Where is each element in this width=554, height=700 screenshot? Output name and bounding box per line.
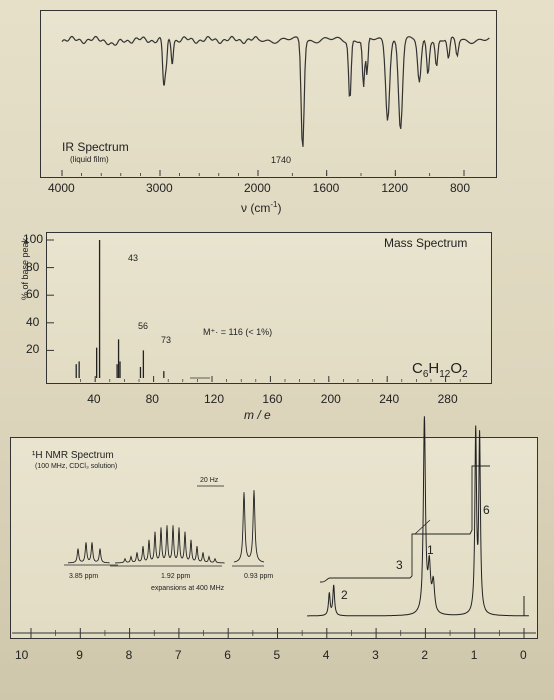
nmr-integral-1: 1 (427, 543, 434, 557)
nmr-x-tick-label: 0 (520, 648, 527, 662)
formula-o-count: 2 (462, 369, 468, 380)
ir-xlabel-close: ) (277, 201, 282, 215)
ms-x-tick-label: 200 (320, 392, 341, 406)
ms-title: Mass Spectrum (384, 236, 468, 250)
nmr-integral-6: 6 (483, 503, 490, 517)
ms-y-tick-label: 40 (26, 314, 40, 329)
nmr-x-tick-label: 10 (15, 648, 29, 662)
ir-spectrum-panel (40, 10, 497, 178)
ir-title: IR Spectrum (62, 140, 129, 154)
ms-peak-label-43: 43 (128, 253, 139, 263)
nmr-title: ¹H NMR Spectrum (32, 450, 114, 461)
nmr-subtitle: (100 MHz, CDCl₃ solution) (35, 463, 118, 470)
ir-transmittance-line (61, 35, 490, 147)
nmr-x-tick-label: 1 (470, 648, 478, 662)
ms-x-axis-label: m / e (244, 408, 271, 422)
nmr-scale-label: 20 Hz (200, 477, 219, 484)
ir-x-tick-label: 3000 (146, 181, 173, 195)
ms-molecular-ion: M⁺· = 116 (< 1%) (203, 327, 273, 337)
nmr-x-tick-label: 7 (174, 648, 182, 662)
ir-x-tick-label: 800 (450, 181, 471, 195)
mass-spectrum-bars (46, 239, 461, 382)
formula-h-count: 12 (439, 369, 451, 380)
ir-peak-label: 1740 (271, 155, 292, 165)
ms-x-tick-label: 120 (204, 392, 225, 406)
nmr-integral-2: 2 (341, 588, 348, 602)
mass-spectrum-panel (46, 232, 492, 384)
nmr-integration-curve (320, 465, 490, 583)
nmr-x-tick-label: 2 (421, 648, 429, 662)
ir-x-tick-label: 1200 (381, 181, 409, 195)
nmr-x-tick-label: 9 (76, 648, 83, 662)
ir-x-axis-label: ν (cm-1) (241, 200, 281, 215)
ir-spectrum-trace (61, 35, 490, 176)
nmr-ppm-label-385: 3.85 ppm (69, 573, 99, 580)
ir-x-tick-label: 4000 (48, 181, 75, 195)
nmr-expansion-192 (115, 525, 225, 564)
ir-xlabel-nu: ν (241, 201, 247, 215)
nmr-x-tick-label: 5 (273, 648, 281, 662)
nmr-x-tick-label: 3 (372, 648, 379, 662)
nmr-integral-3: 3 (396, 558, 403, 572)
nmr-expansion-note: expansions at 400 MHz (151, 585, 225, 592)
nmr-expansion-385 (68, 542, 110, 564)
formula-h: H (428, 360, 440, 377)
ms-y-tick-label: 80 (26, 259, 40, 274)
ir-x-tick-label: 1600 (312, 181, 340, 195)
ms-x-tick-label: 280 (437, 392, 458, 406)
nmr-spectrum-panel (10, 437, 538, 639)
ms-x-tick-label: 160 (262, 392, 283, 406)
ms-x-tick-label: 40 (87, 392, 101, 406)
ms-peak-label-56: 56 (138, 321, 149, 331)
nmr-main-trace (307, 416, 529, 617)
formula-o: O (450, 360, 463, 377)
ms-y-tick-label: 100 (23, 232, 44, 246)
ms-y-tick-label: 60 (26, 287, 40, 302)
ms-x-tick-label: 240 (379, 392, 400, 406)
ms-y-tick-label: 20 (26, 342, 40, 357)
nmr-integral-step (414, 519, 431, 535)
ms-x-tick-label: 80 (145, 392, 159, 406)
ir-xlabel-unit: (cm (250, 201, 271, 215)
formula-c: C (412, 360, 423, 377)
nmr-x-tick-label: 4 (322, 648, 330, 662)
nmr-x-tick-label: 6 (224, 648, 231, 662)
ms-peak-label-73: 73 (161, 335, 172, 345)
nmr-x-tick-label: 8 (125, 648, 133, 662)
ir-xlabel-exp: -1 (270, 200, 278, 209)
ir-x-tick-label: 2000 (244, 181, 271, 195)
nmr-ppm-label-192: 1.92 ppm (161, 573, 191, 580)
ms-molecular-formula: C6H12O2 (412, 360, 468, 380)
formula-c-count: 6 (422, 369, 429, 380)
ir-subtitle: (liquid film) (70, 155, 109, 164)
nmr-ppm-label-093: 0.93 ppm (244, 573, 274, 580)
nmr-expansion-093 (234, 490, 265, 563)
